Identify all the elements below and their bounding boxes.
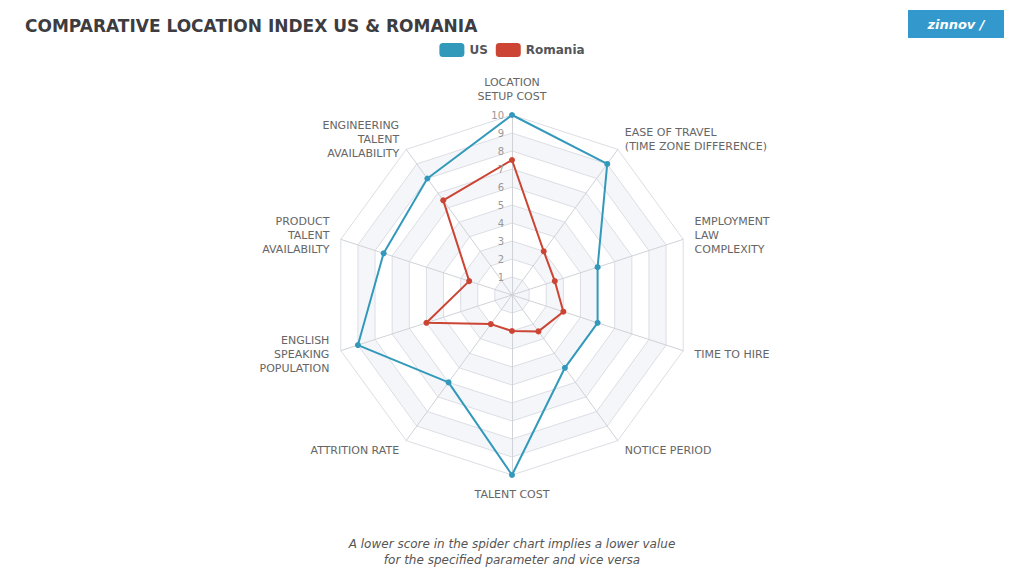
svg-text:US: US xyxy=(469,43,487,57)
svg-text:COMPARATIVE LOCATION INDEX US: COMPARATIVE LOCATION INDEX US & ROMANIA xyxy=(25,16,478,36)
svg-text:NOTICE PERIOD: NOTICE PERIOD xyxy=(625,444,712,457)
svg-text:POPULATION: POPULATION xyxy=(260,362,330,375)
svg-text:for the specified parameter an: for the specified parameter and vice ver… xyxy=(384,553,640,567)
svg-text:5: 5 xyxy=(498,200,504,211)
svg-text:LOCATION: LOCATION xyxy=(484,76,540,89)
svg-text:(TIME ZONE DIFFERENCE): (TIME ZONE DIFFERENCE) xyxy=(625,140,767,153)
svg-text:TALENT COST: TALENT COST xyxy=(474,488,550,501)
svg-text:7: 7 xyxy=(498,164,504,175)
svg-text:ENGINEERING: ENGINEERING xyxy=(322,119,399,132)
svg-text:Romania: Romania xyxy=(526,43,585,57)
svg-text:PRODUCT: PRODUCT xyxy=(276,215,330,228)
svg-text:TALENT: TALENT xyxy=(357,133,400,146)
svg-text:TIME TO HIRE: TIME TO HIRE xyxy=(694,348,770,361)
svg-text:EMPLOYMENT: EMPLOYMENT xyxy=(695,215,770,228)
svg-text:6: 6 xyxy=(498,182,504,193)
svg-text:ATTRITION RATE: ATTRITION RATE xyxy=(310,444,399,457)
svg-text:ENGLISH: ENGLISH xyxy=(281,334,329,347)
svg-text:1: 1 xyxy=(498,272,504,283)
svg-text:AVAILABILITY: AVAILABILITY xyxy=(327,147,399,160)
svg-text:4: 4 xyxy=(498,218,504,229)
svg-text:2: 2 xyxy=(498,254,504,265)
svg-text:AVAILABILTY: AVAILABILTY xyxy=(262,243,329,256)
svg-text:3: 3 xyxy=(498,236,504,247)
svg-text:SETUP COST: SETUP COST xyxy=(478,90,547,103)
svg-text:10: 10 xyxy=(491,110,504,121)
svg-text:9: 9 xyxy=(498,128,504,139)
svg-text:SPEAKING: SPEAKING xyxy=(274,348,329,361)
svg-text:8: 8 xyxy=(498,146,504,157)
svg-text:A lower score in the spider ch: A lower score in the spider chart implie… xyxy=(348,537,676,551)
svg-text:COMPLEXITY: COMPLEXITY xyxy=(695,243,765,256)
svg-text:TALENT: TALENT xyxy=(287,229,330,242)
svg-text:EASE OF TRAVEL: EASE OF TRAVEL xyxy=(625,126,718,139)
svg-text:LAW: LAW xyxy=(695,229,719,242)
svg-text:zinnov /: zinnov / xyxy=(926,17,985,32)
